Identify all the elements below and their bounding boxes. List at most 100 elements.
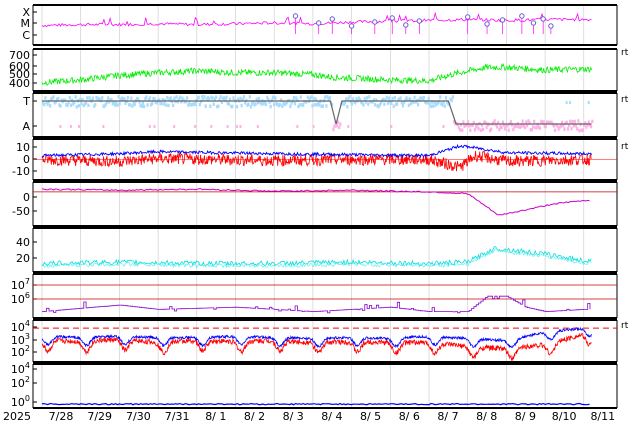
sector-toward-point: [327, 97, 330, 101]
flare-marker: [292, 13, 299, 19]
sector-away-point: [335, 124, 338, 128]
sector-away-point: [507, 128, 510, 132]
sector-toward-point: [347, 96, 350, 101]
sector-toward-point: [53, 101, 56, 105]
sector-toward-point: [278, 102, 281, 107]
sector-toward-point: [427, 96, 430, 101]
y-tick-label: 107: [11, 277, 30, 292]
sector-toward-point: [172, 103, 175, 107]
side-mark: rt: [621, 142, 629, 152]
panel-1-background: [33, 49, 617, 91]
sector-toward-point: [216, 104, 219, 109]
sector-toward-point: [444, 96, 448, 100]
sector-toward-point: [254, 102, 257, 106]
sector-toward-point: [82, 103, 85, 108]
sector-away-point: [572, 124, 575, 128]
sector-toward-point: [241, 97, 244, 102]
sector-toward-point: [412, 100, 415, 104]
sector-away-point: [554, 128, 557, 132]
sector-toward-point: [182, 98, 185, 102]
sector-toward-point: [177, 97, 180, 102]
y-tick-label: -10: [12, 165, 30, 178]
sector-toward-point: [101, 96, 104, 100]
sector-toward-point: [342, 102, 345, 106]
sector-toward-point: [450, 98, 453, 103]
sector-away-point: [588, 123, 591, 127]
panel-5-background: [33, 228, 617, 272]
sector-toward-point: [249, 104, 252, 109]
sector-toward-point: [260, 102, 263, 106]
sector-away-point: [476, 123, 479, 127]
sector-away-point: [521, 119, 524, 124]
sector-toward-point: [55, 97, 59, 102]
y-tick-label: 0: [23, 191, 30, 204]
sector-toward-point: [418, 98, 421, 102]
sector-toward-point: [341, 100, 344, 105]
sector-toward-point: [439, 95, 442, 99]
sector-toward-point: [190, 103, 193, 107]
sector-toward-point: [160, 101, 163, 106]
sector-away-point: [530, 128, 533, 132]
sector-toward-point: [111, 101, 114, 106]
sector-toward-point: [276, 102, 279, 107]
sector-toward-point: [331, 103, 334, 107]
sector-stray-point: [569, 101, 572, 104]
sector-toward-point: [141, 101, 144, 105]
sector-stray-point: [78, 125, 80, 128]
y-tick-label: 102: [11, 375, 30, 390]
sector-toward-point: [318, 103, 321, 107]
sector-away-point: [538, 126, 542, 130]
panel-0-background: [33, 5, 617, 45]
sector-toward-point: [88, 96, 91, 100]
sector-away-point: [499, 124, 502, 129]
sector-toward-point: [246, 103, 249, 107]
sector-toward-point: [187, 103, 190, 107]
sector-toward-point: [139, 103, 142, 108]
sector-stray-point: [173, 125, 176, 128]
sector-toward-point: [404, 98, 407, 102]
sector-away-point: [559, 124, 562, 128]
sector-away-point: [523, 125, 526, 130]
sector-toward-point: [68, 95, 71, 100]
sector-toward-point: [285, 100, 288, 105]
x-tick-label: 8/ 9: [515, 410, 536, 423]
side-mark: rt: [621, 95, 629, 105]
sector-toward-point: [176, 100, 179, 104]
sector-toward-point: [166, 96, 169, 100]
sector-stray-point: [256, 125, 259, 128]
sector-toward-point: [350, 102, 353, 106]
sector-toward-point: [223, 96, 226, 100]
sector-toward-point: [252, 100, 255, 104]
panel-4-background: [33, 182, 617, 226]
sector-away-point: [506, 124, 509, 128]
sector-away-point: [463, 124, 466, 128]
sector-toward-point: [213, 97, 216, 101]
sector-toward-point: [122, 97, 125, 101]
sector-away-point: [591, 119, 594, 124]
sector-toward-point: [86, 96, 89, 100]
sector-toward-point: [267, 97, 270, 102]
flare-marker: [540, 16, 546, 22]
sector-toward-point: [83, 102, 86, 106]
flare-marker: [389, 15, 395, 21]
sector-away-point: [332, 127, 335, 132]
sector-away-point: [512, 127, 515, 132]
sector-away-point: [493, 119, 496, 123]
sector-toward-point: [345, 97, 348, 101]
sector-away-point: [537, 125, 540, 129]
sector-toward-point: [263, 100, 266, 104]
sector-toward-point: [120, 96, 124, 101]
sector-away-point: [509, 120, 513, 124]
sector-toward-point: [91, 96, 95, 101]
sector-toward-point: [300, 103, 304, 107]
sector-away-point: [466, 120, 470, 124]
sector-away-point: [477, 126, 480, 131]
sector-toward-point: [72, 102, 75, 106]
sector-toward-point: [44, 96, 47, 100]
sector-away-point: [581, 128, 585, 132]
sector-toward-point: [196, 96, 199, 100]
sector-away-point: [531, 125, 535, 129]
sector-toward-point: [394, 102, 398, 107]
sector-away-point: [544, 124, 547, 129]
sector-toward-point: [127, 102, 131, 107]
